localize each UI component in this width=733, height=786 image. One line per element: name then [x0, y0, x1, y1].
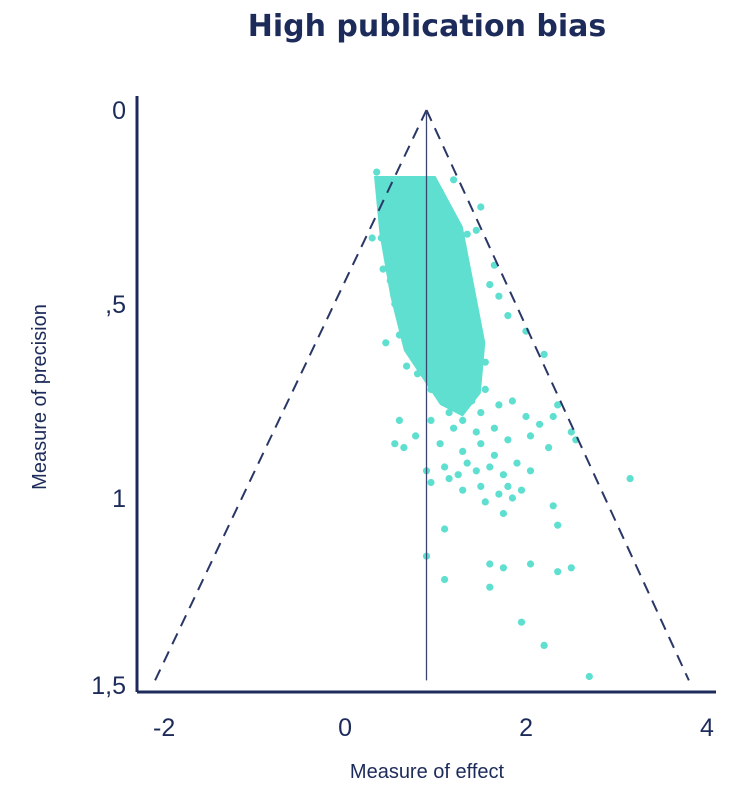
data-point	[481, 385, 489, 393]
data-point	[549, 412, 557, 421]
data-point	[540, 641, 548, 650]
funnel-left-line	[154, 109, 428, 681]
dense-point-cluster	[374, 176, 486, 417]
data-point	[495, 401, 503, 409]
data-point	[499, 509, 507, 518]
data-point	[427, 416, 435, 424]
data-point	[513, 459, 521, 467]
data-point	[504, 312, 512, 320]
data-point	[472, 428, 480, 436]
data-point	[508, 397, 516, 405]
x-tick-label: 0	[338, 714, 352, 742]
data-point	[450, 176, 458, 184]
data-point	[436, 440, 444, 448]
y-tick-label: ,5	[105, 291, 126, 319]
x-tick-label: 4	[700, 714, 714, 742]
x-tick-label: 2	[519, 714, 533, 742]
data-point	[499, 564, 507, 572]
data-point	[486, 583, 494, 591]
data-point	[495, 490, 503, 498]
data-point	[540, 350, 548, 358]
data-point	[522, 412, 530, 421]
data-point	[567, 428, 575, 436]
data-point	[477, 203, 485, 211]
funnel-right-line	[425, 109, 690, 681]
data-point	[391, 440, 399, 448]
y-axis-label: Measure of precision	[29, 304, 51, 490]
data-point	[481, 498, 489, 506]
data-point	[459, 486, 467, 494]
data-point	[459, 416, 467, 424]
y-tick-label: 1,5	[91, 672, 126, 700]
data-point	[554, 568, 562, 576]
data-point	[427, 478, 435, 487]
data-point	[526, 560, 535, 568]
data-point	[626, 475, 634, 483]
data-point	[450, 424, 458, 432]
data-point	[463, 459, 471, 467]
data-point	[445, 475, 453, 483]
data-point	[472, 226, 480, 234]
data-point	[567, 564, 575, 572]
data-point	[545, 444, 553, 452]
data-point	[477, 440, 485, 448]
data-point	[504, 436, 512, 444]
data-point	[379, 265, 387, 273]
data-point	[499, 471, 507, 479]
data-point	[454, 471, 462, 479]
x-tick-label: -2	[153, 714, 175, 742]
x-axis-label: Measure of effect	[350, 761, 505, 783]
data-point	[517, 486, 526, 494]
data-point	[395, 416, 403, 424]
data-point	[486, 560, 494, 568]
y-tick-label: 1	[112, 485, 126, 513]
data-point	[441, 525, 449, 533]
data-point	[403, 362, 411, 370]
data-point	[508, 494, 516, 502]
data-point	[477, 482, 485, 490]
data-point	[373, 168, 381, 176]
data-point	[490, 424, 498, 432]
data-point	[472, 467, 480, 475]
data-point	[400, 444, 408, 452]
data-point	[459, 447, 467, 455]
data-point	[441, 575, 449, 584]
data-point	[526, 467, 535, 475]
data-point	[554, 521, 562, 529]
data-point	[368, 234, 376, 242]
data-point	[526, 432, 535, 440]
data-point	[486, 281, 494, 289]
data-point	[412, 432, 420, 440]
data-point	[382, 339, 390, 347]
data-point	[585, 672, 593, 681]
data-point	[490, 451, 498, 459]
data-point	[517, 618, 526, 626]
data-point	[495, 292, 503, 300]
data-point	[504, 482, 512, 490]
data-point	[549, 502, 557, 510]
data-point	[441, 463, 449, 471]
data-point	[536, 420, 544, 428]
data-point	[463, 230, 471, 238]
chart-title: High publication bias	[248, 9, 606, 44]
data-point	[477, 409, 485, 417]
data-point	[554, 401, 562, 409]
y-tick-label: 0	[112, 97, 126, 125]
data-point	[486, 463, 494, 471]
plot-area: -2 0 2 4 0 ,5 1 1,5	[91, 96, 716, 742]
data-point	[445, 409, 453, 417]
